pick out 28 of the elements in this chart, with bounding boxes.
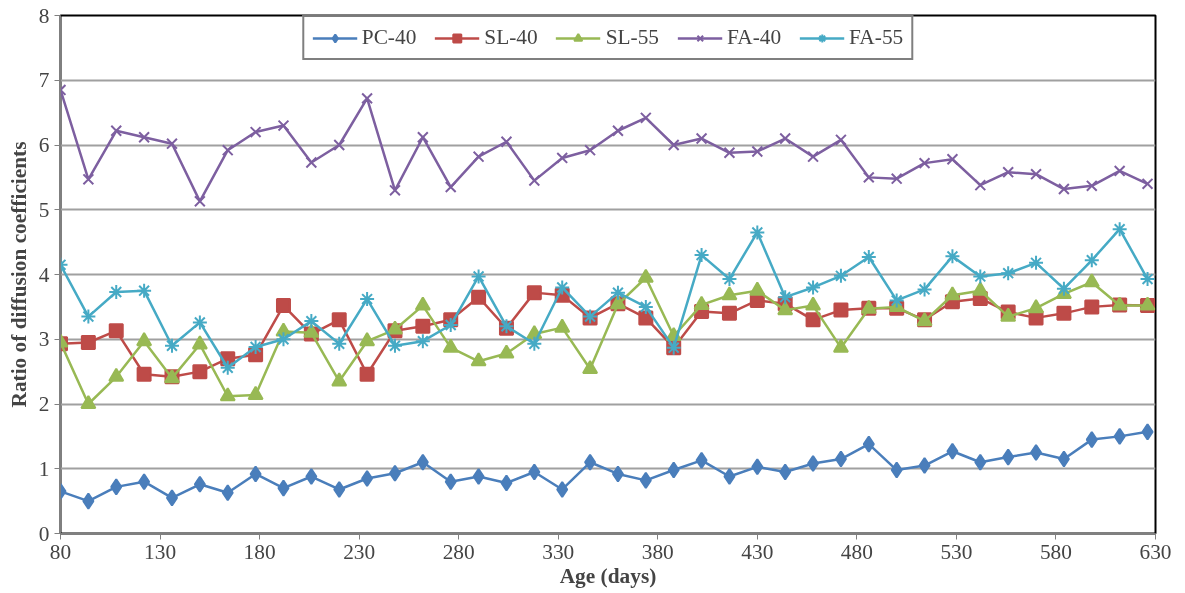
x-tick-label: 530 [940, 539, 973, 564]
legend-label: SL-55 [605, 25, 659, 50]
y-tick-label: 2 [38, 392, 50, 416]
x-tick-label: 80 [49, 539, 72, 564]
x-tick-label: 230 [343, 539, 376, 564]
x-tick-label: 280 [442, 539, 475, 564]
x-tick-label: 130 [144, 539, 177, 564]
x-tick-label: 330 [542, 539, 575, 564]
x-tick-label: 630 [1139, 539, 1172, 564]
x-tick-label: 580 [1039, 539, 1072, 564]
legend-label: PC-40 [361, 25, 417, 50]
legend-label: FA-55 [849, 25, 904, 50]
y-axis-title: Ratio of diffusion coefficients [6, 141, 31, 408]
y-tick-label: 3 [38, 327, 50, 352]
x-tick-label: 180 [243, 539, 276, 564]
legend-label: SL-40 [484, 25, 538, 50]
x-tick-label: 480 [840, 539, 873, 564]
x-axis-title: Age (days) [559, 563, 657, 588]
x-tick-label: 380 [641, 539, 674, 564]
y-tick-label: 0 [38, 521, 50, 546]
y-tick-label: 8 [38, 3, 50, 28]
y-tick-label: 5 [38, 197, 50, 222]
x-tick-label: 430 [741, 539, 774, 564]
y-tick-label: 7 [38, 68, 50, 93]
y-tick-label: 6 [38, 133, 50, 157]
legend-label: FA-40 [726, 25, 782, 50]
y-tick-label: 1 [38, 456, 50, 481]
y-tick-label: 4 [38, 262, 50, 287]
